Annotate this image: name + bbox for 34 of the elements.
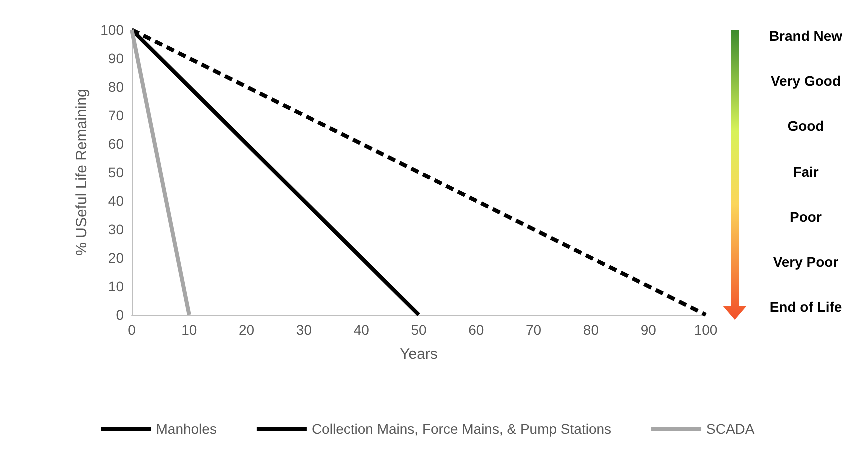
x-axis-title: Years xyxy=(400,346,438,363)
x-tick-label: 90 xyxy=(640,322,657,338)
y-tick-label: 90 xyxy=(108,50,124,66)
text: End of Life xyxy=(768,299,844,315)
y-tick-label: 70 xyxy=(108,108,124,124)
x-tick-label: 100 xyxy=(694,322,718,338)
y-tick-label: 60 xyxy=(108,136,124,152)
y-tick-label: 50 xyxy=(108,164,124,180)
y-tick-label: 100 xyxy=(100,22,124,38)
x-tick-label: 10 xyxy=(182,322,198,338)
text: Fair xyxy=(792,164,820,180)
x-tick-label: 30 xyxy=(296,322,312,338)
text: Brand New xyxy=(768,28,844,44)
x-tick-label: 70 xyxy=(526,322,542,338)
x-tick-label: 80 xyxy=(583,322,600,338)
y-tick-label: 0 xyxy=(116,307,124,323)
x-tick-label: 40 xyxy=(354,322,370,338)
y-tick-label: 10 xyxy=(108,278,124,294)
text: Good xyxy=(786,118,826,134)
y-tick-label: 20 xyxy=(108,250,124,266)
y-tick-label: 80 xyxy=(108,79,124,95)
y-tick-label: 30 xyxy=(108,222,124,238)
x-tick-label: 50 xyxy=(411,322,427,338)
x-tick-label: 0 xyxy=(128,322,136,338)
text: Very Good xyxy=(770,73,842,90)
y-axis-title: % USeful Life Remaining xyxy=(74,89,91,256)
legend-label: Manholes xyxy=(156,421,217,437)
text: Poor xyxy=(789,208,823,225)
x-tick-label: 20 xyxy=(239,322,255,338)
text: Very Poor xyxy=(772,254,840,270)
legend-label: SCADA xyxy=(706,421,756,437)
x-tick-label: 60 xyxy=(468,322,484,338)
legend-label: Collection Mains, Force Mains, & Pump Stations xyxy=(312,421,612,437)
y-tick-label: 40 xyxy=(108,193,124,209)
